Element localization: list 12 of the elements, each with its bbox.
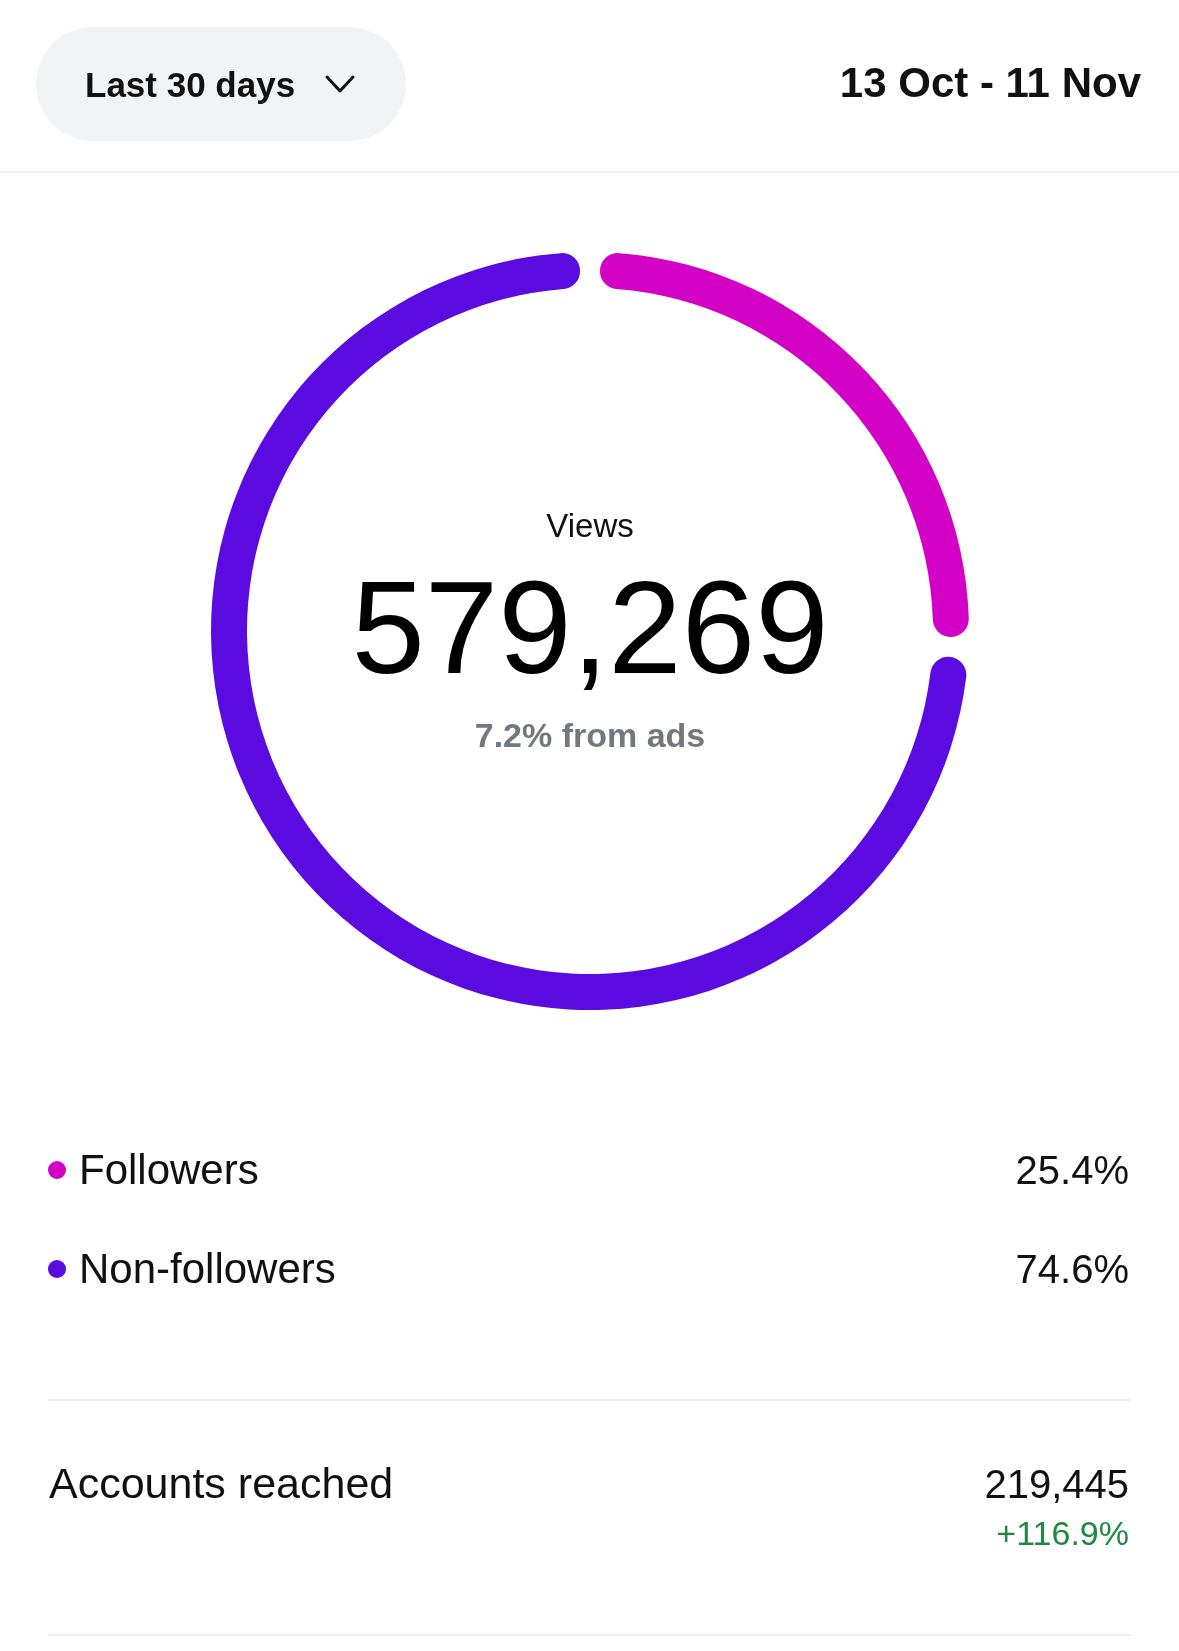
data-label: 74.6% <box>1015 1247 1129 1291</box>
legend-label: Non-followers <box>79 1245 336 1292</box>
text: 219,445 <box>984 1462 1129 1506</box>
text: +116.9% <box>996 1514 1129 1552</box>
legend-label: Followers <box>79 1146 259 1193</box>
text: 13 Oct - 11 Nov <box>839 59 1142 106</box>
text: Views <box>546 507 634 544</box>
data-label: 25.4% <box>1015 1148 1129 1192</box>
text: 579,269 <box>351 554 829 701</box>
text: Accounts reached <box>49 1459 394 1507</box>
text: 7.2% from ads <box>474 716 706 754</box>
text: Last 30 days <box>85 65 296 104</box>
